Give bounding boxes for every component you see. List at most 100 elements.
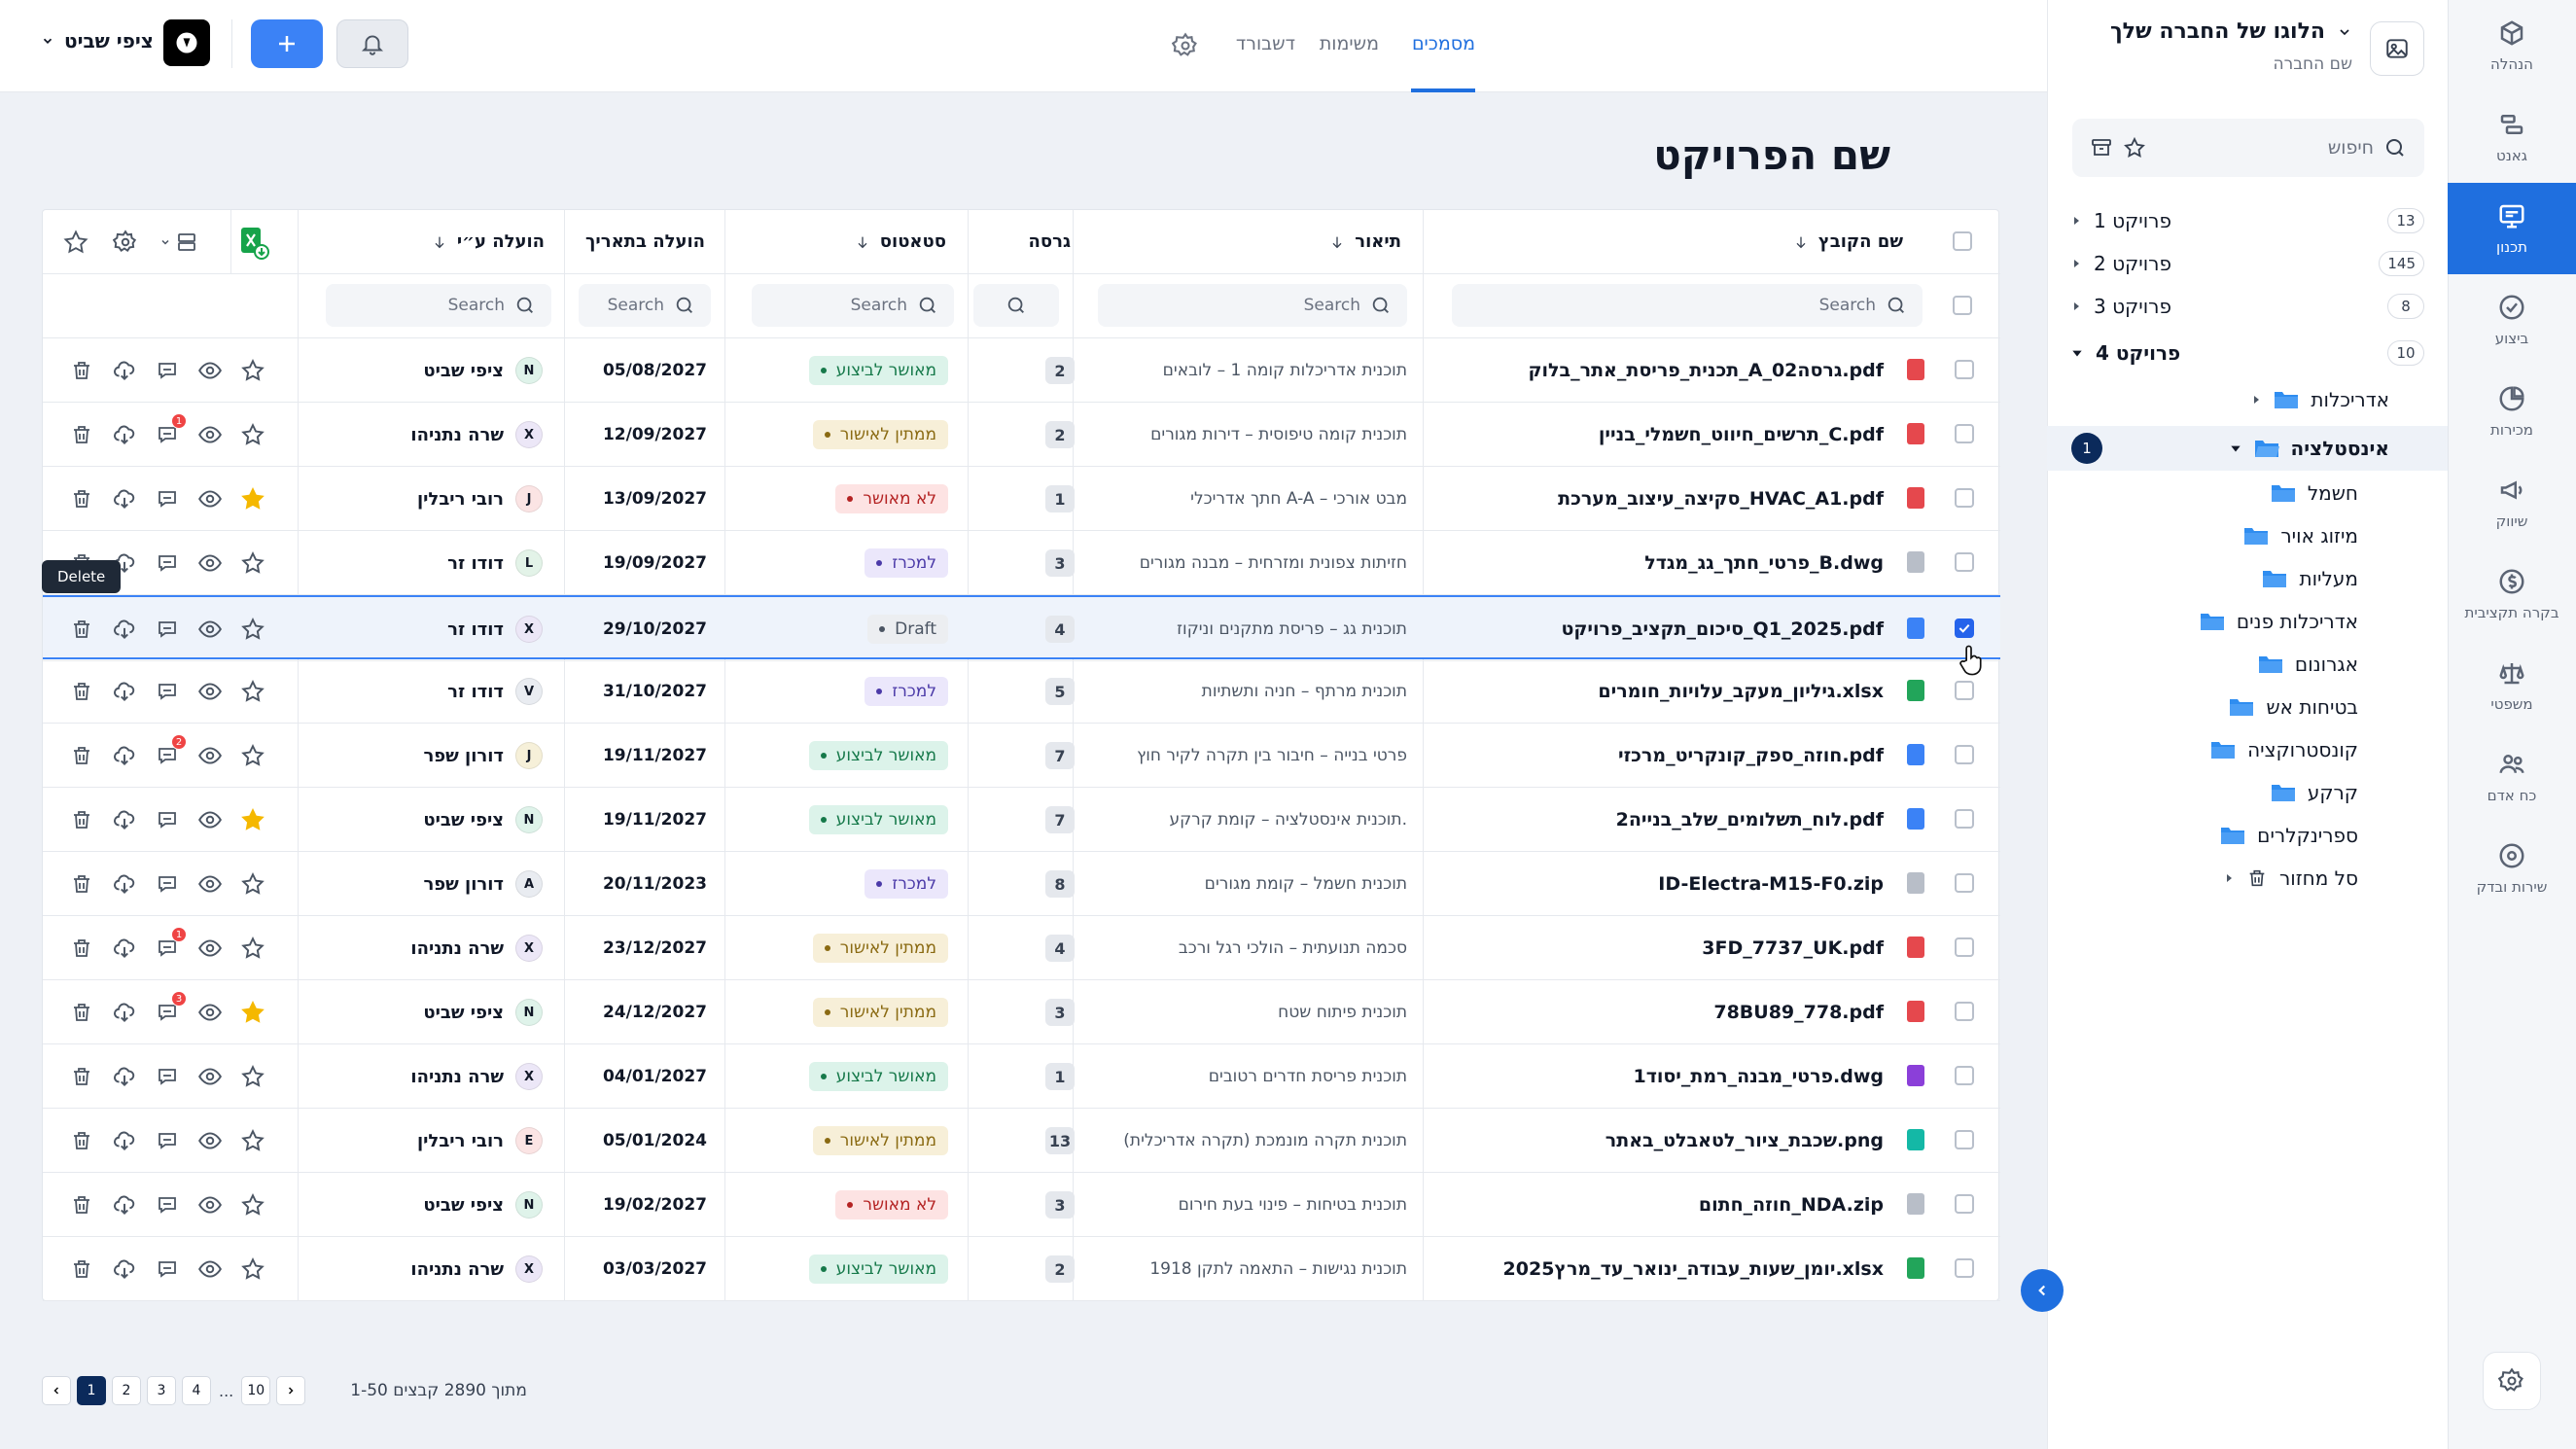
delete-button[interactable] bbox=[68, 870, 95, 898]
row-checkbox[interactable] bbox=[1955, 873, 1974, 893]
download-button[interactable] bbox=[111, 999, 138, 1026]
table-row[interactable]: ID-Electra-M15-F0.zip תוכנית חשמל – קומת… bbox=[43, 852, 2000, 916]
file-name[interactable]: גיליון_מעקב_עלויות_חומרים.xlsx bbox=[1598, 681, 1884, 702]
folder-item[interactable]: מעליות bbox=[2262, 559, 2358, 598]
comments-button[interactable] bbox=[154, 485, 181, 512]
status-badge[interactable]: למכרז bbox=[865, 677, 948, 706]
file-name[interactable]: חוזה_ספק_קונקריט_מרכזי.pdf bbox=[1617, 745, 1884, 766]
status-badge[interactable]: ממתין לאישור bbox=[812, 1126, 948, 1155]
row-density-dropdown[interactable] bbox=[159, 230, 208, 255]
comments-button[interactable] bbox=[154, 806, 181, 833]
file-name[interactable]: פרטי_חתך_גג_מגדל_B.dwg bbox=[1644, 552, 1884, 574]
header-file-name[interactable]: שם הקובץ bbox=[1774, 210, 1923, 273]
folder-item[interactable]: קרקע bbox=[2271, 773, 2358, 812]
table-row[interactable]: פרטי_מבנה_רמת_יסוד1.dwg תוכנית פריסת חדר… bbox=[43, 1044, 2000, 1109]
download-button[interactable] bbox=[111, 357, 138, 384]
header-version[interactable]: גרסה bbox=[1029, 210, 1071, 273]
comments-button[interactable] bbox=[154, 549, 181, 577]
page-1[interactable]: 1 bbox=[77, 1376, 106, 1405]
app-logo-icon[interactable] bbox=[163, 19, 210, 66]
file-name[interactable]: שכבת_ציור_לטאבלט_באתר.png bbox=[1605, 1130, 1884, 1151]
delete-button[interactable] bbox=[68, 616, 95, 643]
comments-button[interactable] bbox=[154, 1127, 181, 1154]
status-badge[interactable]: מאושר לביצוע bbox=[808, 805, 948, 834]
download-button[interactable] bbox=[111, 1127, 138, 1154]
select-all-checkbox[interactable] bbox=[1953, 231, 1972, 251]
page-4[interactable]: 4 bbox=[182, 1376, 211, 1405]
folder-item[interactable]: סל מחזור bbox=[2223, 859, 2358, 898]
header-description[interactable]: תיאור bbox=[1310, 210, 1421, 273]
comments-button[interactable] bbox=[154, 1191, 181, 1219]
download-button[interactable] bbox=[111, 870, 138, 898]
rail-item-9[interactable]: כח אדם bbox=[2448, 731, 2576, 823]
table-row[interactable]: סקיצה_עיצוב_מערכת_HVAC_A1.pdf חתך אדריכל… bbox=[43, 467, 2000, 531]
comments-button[interactable] bbox=[154, 1255, 181, 1283]
table-row[interactable]: תכנית_פריסת_אתר_בלוק_A_גרסה02.pdf תוכנית… bbox=[43, 338, 2000, 403]
status-badge[interactable]: לא מאושר bbox=[835, 484, 948, 513]
row-checkbox[interactable] bbox=[1955, 360, 1974, 379]
sidebar-search[interactable]: חיפוש bbox=[2072, 119, 2424, 177]
date-search[interactable]: Search bbox=[579, 284, 711, 327]
row-checkbox[interactable] bbox=[1955, 809, 1974, 829]
settings-gear-icon[interactable] bbox=[113, 230, 138, 255]
file-name[interactable]: ID-Electra-M15-F0.zip bbox=[1658, 873, 1884, 895]
preview-button[interactable] bbox=[196, 1063, 224, 1090]
status-badge[interactable]: למכרז bbox=[865, 869, 948, 899]
header-status[interactable]: סטאטוס bbox=[835, 210, 966, 273]
tab-documents[interactable]: מסמכים bbox=[1411, 33, 1475, 54]
row-checkbox[interactable] bbox=[1955, 1002, 1974, 1021]
row-checkbox[interactable] bbox=[1955, 552, 1974, 572]
project-item-2[interactable]: פרויקט 2 145 bbox=[2070, 244, 2424, 283]
file-name[interactable]: סקיצה_עיצוב_מערכת_HVAC_A1.pdf bbox=[1558, 488, 1884, 510]
company-logo-icon[interactable] bbox=[2370, 21, 2424, 76]
row-checkbox[interactable] bbox=[1955, 618, 1974, 638]
status-badge[interactable]: מאושר לביצוע bbox=[808, 356, 948, 385]
folder-item[interactable]: אדריכלות bbox=[2250, 380, 2389, 419]
preview-button[interactable] bbox=[196, 935, 224, 962]
folder-item[interactable]: חשמל bbox=[2271, 474, 2358, 512]
row-checkbox[interactable] bbox=[1955, 488, 1974, 508]
favorite-button[interactable] bbox=[239, 999, 266, 1026]
star-icon[interactable] bbox=[2123, 136, 2146, 159]
favorite-button[interactable] bbox=[239, 1191, 266, 1219]
status-badge[interactable]: ממתין לאישור bbox=[812, 998, 948, 1027]
delete-button[interactable] bbox=[68, 485, 95, 512]
file-name[interactable]: תכנית_פריסת_אתר_בלוק_A_גרסה02.pdf bbox=[1528, 360, 1884, 381]
rail-item-6[interactable]: שיווק bbox=[2448, 457, 2576, 548]
table-row[interactable]: סיכום_תקציב_פרויקט_Q1_2025.pdf תוכנית גג… bbox=[43, 595, 2000, 661]
rail-item-3[interactable]: תכנון bbox=[2448, 183, 2576, 274]
page-last[interactable]: 10 bbox=[241, 1376, 271, 1405]
folder-item[interactable]: אינסטלציה bbox=[2229, 429, 2389, 468]
status-badge[interactable]: ממתין לאישור bbox=[812, 420, 948, 449]
row-checkbox[interactable] bbox=[1955, 937, 1974, 957]
favorite-button[interactable] bbox=[239, 421, 266, 448]
preview-button[interactable] bbox=[196, 421, 224, 448]
file-name[interactable]: פרטי_מבנה_רמת_יסוד1.dwg bbox=[1633, 1066, 1884, 1087]
delete-button[interactable] bbox=[68, 421, 95, 448]
status-badge[interactable]: Draft bbox=[867, 615, 948, 644]
tab-dashboard[interactable]: דשבורד bbox=[1235, 33, 1295, 54]
sidebar-search-input[interactable]: חיפוש bbox=[2327, 137, 2374, 159]
rail-item-2[interactable]: גאנט bbox=[2448, 91, 2576, 183]
preview-button[interactable] bbox=[196, 1255, 224, 1283]
favorite-button[interactable] bbox=[239, 678, 266, 705]
company-title[interactable]: הלוגו של החברה שלך bbox=[2110, 19, 2352, 44]
comments-button[interactable] bbox=[154, 616, 181, 643]
user-menu[interactable]: ציפי שביט bbox=[41, 29, 154, 53]
file-name[interactable]: יומן_שעות_עבודה_ינואר_עד_מרץ2025.xlsx bbox=[1502, 1258, 1884, 1280]
version-search[interactable] bbox=[973, 284, 1059, 327]
row-checkbox[interactable] bbox=[1955, 1130, 1974, 1149]
status-badge[interactable]: ממתין לאישור bbox=[812, 934, 948, 963]
download-button[interactable] bbox=[111, 485, 138, 512]
favorite-button[interactable] bbox=[239, 485, 266, 512]
delete-button[interactable] bbox=[68, 1063, 95, 1090]
favorite-button[interactable] bbox=[239, 1127, 266, 1154]
preview-button[interactable] bbox=[196, 806, 224, 833]
rail-item-5[interactable]: מכירות bbox=[2448, 366, 2576, 457]
download-button[interactable] bbox=[111, 421, 138, 448]
favorite-button[interactable] bbox=[239, 935, 266, 962]
delete-button[interactable] bbox=[68, 1191, 95, 1219]
tab-tasks[interactable]: משימות bbox=[1319, 33, 1379, 54]
star-icon[interactable] bbox=[62, 229, 89, 256]
table-row[interactable]: שכבת_ציור_לטאבלט_באתר.png תוכנית תקרה מו… bbox=[43, 1109, 2000, 1173]
